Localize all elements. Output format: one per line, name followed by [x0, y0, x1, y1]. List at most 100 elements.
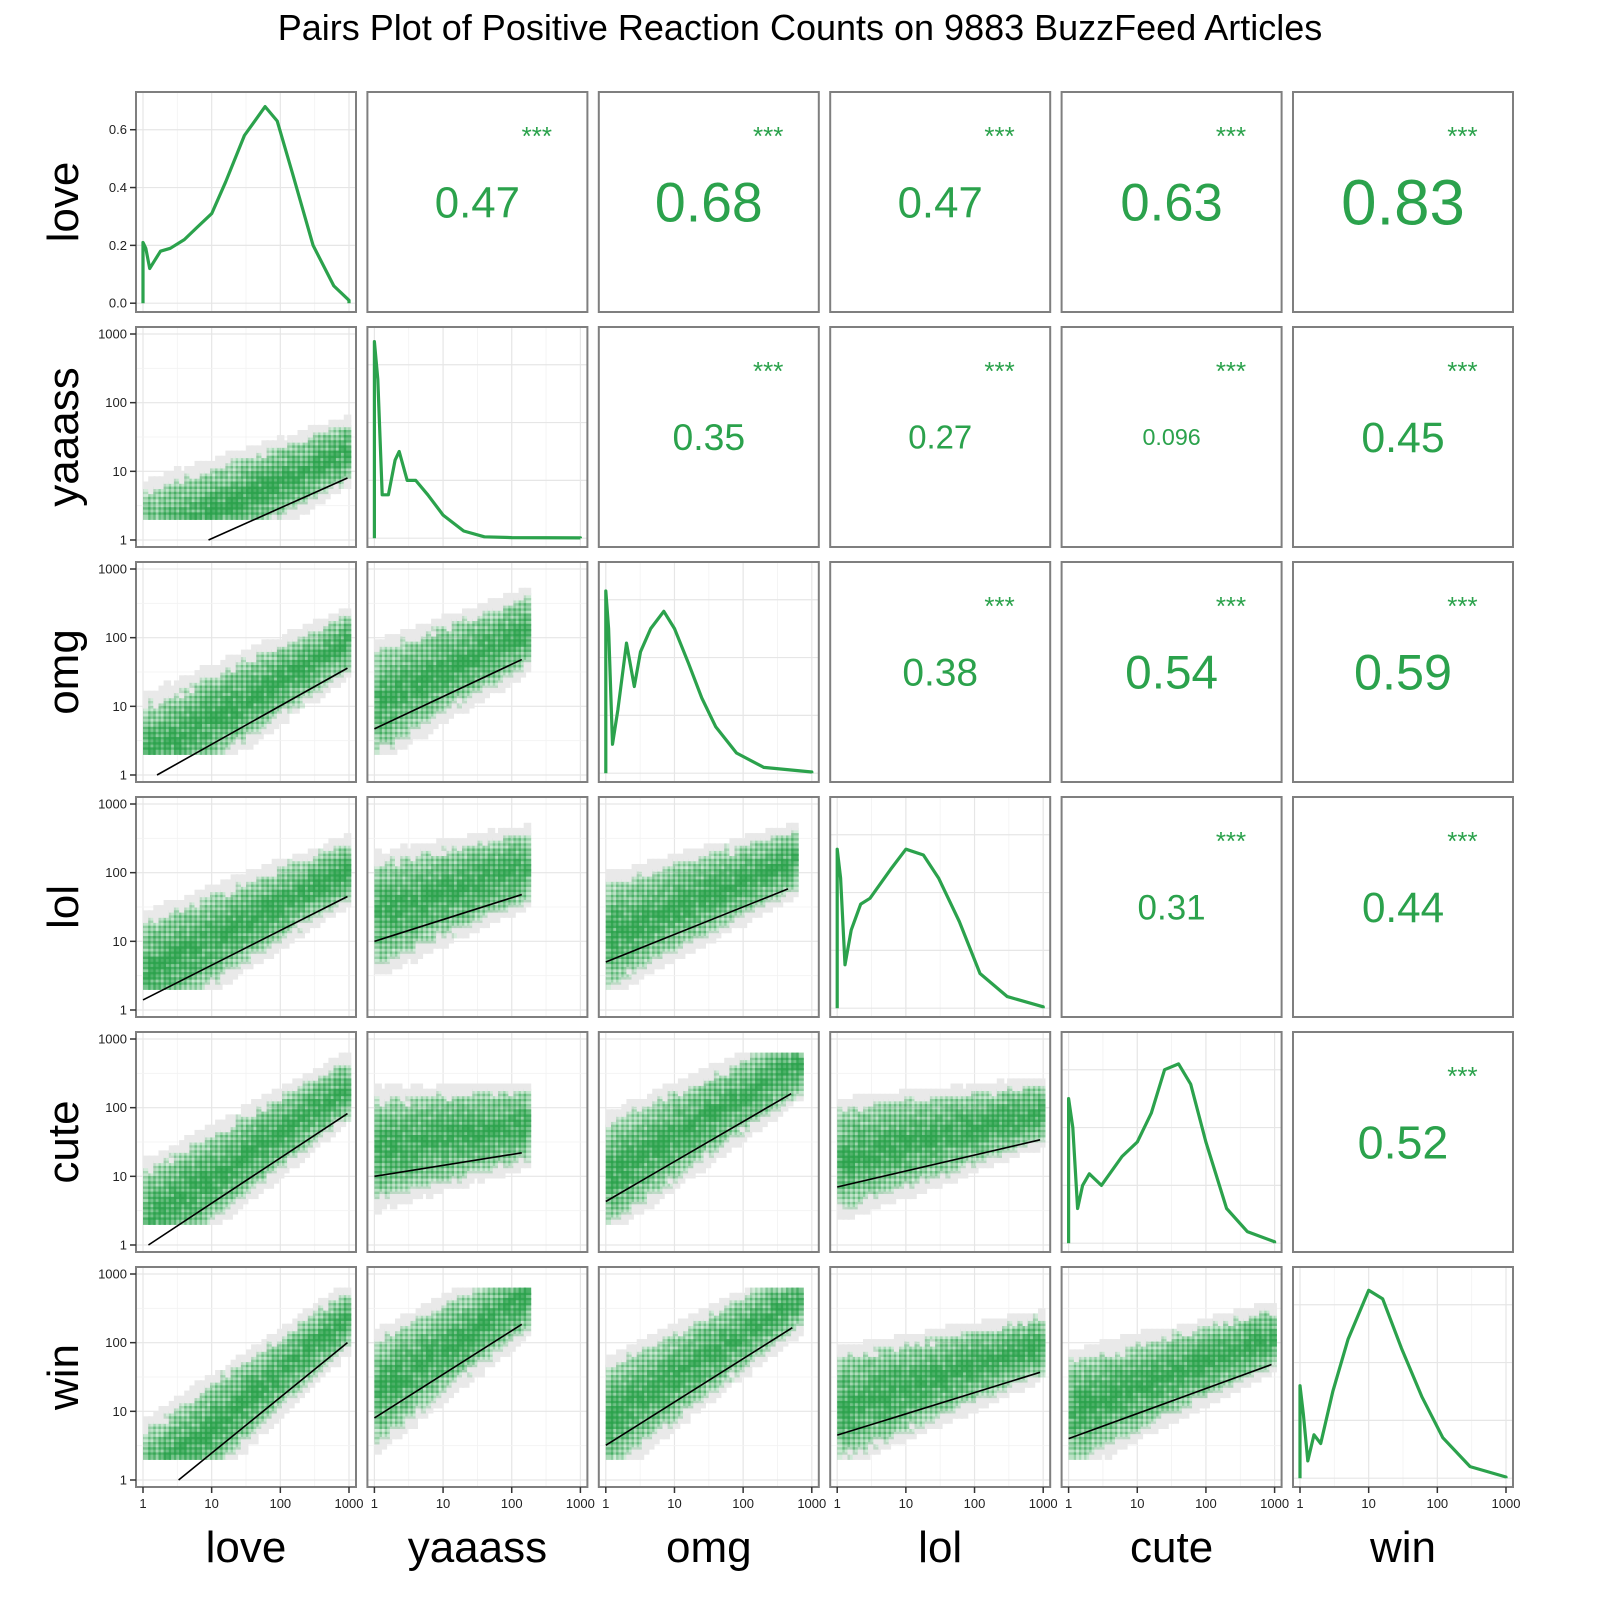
bin-tile [750, 869, 758, 877]
bin-tile [343, 623, 352, 632]
bin-tile [312, 659, 321, 668]
bin-tile [230, 889, 239, 898]
bin-tile [446, 879, 454, 887]
bin-tile [158, 1150, 166, 1158]
bin-tile [415, 726, 424, 735]
bin-tile [318, 869, 326, 877]
bin-tile [436, 670, 444, 678]
bin-tile [523, 618, 532, 627]
bin-tile [431, 644, 439, 652]
bin-tile [698, 936, 706, 944]
bin-tile [271, 491, 280, 500]
bin-tile [199, 946, 208, 954]
bin-tile [168, 731, 177, 740]
bin-tile [683, 894, 691, 903]
bin-tile [611, 972, 619, 980]
bin-tile [333, 629, 341, 637]
bin-tile [333, 853, 341, 862]
bin-tile [420, 910, 429, 918]
bin-tile [230, 966, 239, 975]
bin-tile [462, 879, 470, 887]
bin-tile [698, 889, 706, 898]
bin-tile [261, 910, 269, 918]
bin-tile [287, 445, 295, 453]
bin-tile [220, 476, 228, 484]
bin-tile [477, 869, 485, 877]
bin-tile [225, 936, 233, 944]
bin-tile [755, 874, 763, 882]
bin-tile [503, 675, 511, 683]
bin-tile [636, 951, 645, 959]
bin-tile [441, 941, 449, 949]
bin-tile [467, 634, 475, 642]
bin-tile [338, 435, 347, 443]
bin-tile [240, 889, 249, 898]
bin-tile [297, 486, 305, 495]
bin-tile [420, 941, 429, 949]
bin-tile [410, 864, 418, 872]
bin-tile [405, 670, 413, 678]
bin-tile [240, 670, 249, 678]
bin-tile [616, 874, 624, 882]
bin-tile [508, 864, 516, 872]
bin-tile [179, 905, 187, 913]
bin-tile [148, 910, 156, 918]
bin-tile [230, 936, 239, 944]
bin-tile [266, 915, 275, 923]
bin-tile [276, 670, 285, 678]
bin-tile [210, 977, 218, 985]
bin-tile [256, 680, 264, 688]
bin-tile [636, 941, 645, 949]
bin-tile [657, 910, 665, 918]
bin-tile [374, 711, 382, 719]
bin-tile [703, 848, 712, 856]
bin-tile [513, 858, 521, 867]
bin-tile [230, 941, 239, 949]
bin-tile [199, 915, 208, 923]
bin-tile [636, 925, 645, 934]
bin-tile [266, 936, 275, 944]
bin-tile [400, 675, 408, 683]
bin-tile [472, 858, 480, 867]
bin-tile [225, 481, 233, 489]
bin-tile [672, 925, 681, 934]
bin-tile [441, 864, 449, 872]
bin-tile [518, 889, 527, 898]
bin-tile [672, 910, 681, 918]
bin-tile [282, 654, 290, 663]
bin-tile [467, 670, 475, 678]
bin-tile [400, 915, 408, 923]
bin-tile [374, 639, 382, 647]
bin-tile [400, 721, 408, 730]
bin-tile [415, 670, 424, 678]
bin-tile [405, 690, 413, 699]
bin-tile [631, 941, 640, 949]
bin-tile [441, 884, 449, 893]
bin-tile [456, 659, 465, 668]
bin-tile [467, 920, 475, 929]
bin-tile [775, 884, 784, 893]
bin-tile [672, 879, 681, 887]
bin-tile [389, 915, 398, 923]
bin-tile [323, 486, 331, 495]
bin-tile [343, 843, 352, 851]
bin-tile [184, 956, 192, 965]
bin-tile [405, 946, 413, 954]
bin-tile [451, 879, 460, 887]
bin-tile [487, 608, 496, 616]
bin-tile [415, 884, 424, 893]
bin-tile [266, 450, 275, 459]
bin-tile [482, 603, 490, 611]
bin-tile [513, 634, 521, 642]
bin-tile [436, 869, 444, 877]
bin-tile [287, 629, 295, 637]
bin-tile [194, 936, 202, 944]
bin-tile [431, 894, 439, 903]
bin-tile [688, 869, 696, 877]
panel-frame [829, 91, 1052, 313]
bin-tile [482, 649, 490, 658]
bin-tile [431, 910, 439, 918]
bin-tile [503, 889, 511, 898]
bin-tile [235, 884, 244, 893]
chart-title: Pairs Plot of Positive Reaction Counts o… [278, 7, 1323, 48]
